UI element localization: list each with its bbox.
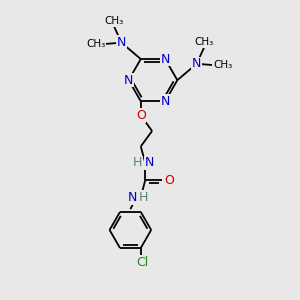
Text: CH₃: CH₃: [213, 60, 232, 70]
Text: N: N: [124, 74, 133, 87]
Text: CH₃: CH₃: [104, 16, 124, 26]
Text: N: N: [192, 57, 201, 70]
Text: H: H: [133, 156, 142, 169]
Text: CH₃: CH₃: [194, 37, 214, 47]
Text: Cl: Cl: [136, 256, 148, 269]
Text: O: O: [136, 109, 146, 122]
Text: N: N: [117, 36, 126, 49]
Text: CH₃: CH₃: [86, 39, 105, 49]
Text: N: N: [128, 191, 137, 204]
Text: N: N: [144, 156, 154, 169]
Text: H: H: [139, 191, 148, 204]
Text: N: N: [160, 95, 170, 108]
Text: N: N: [160, 52, 170, 65]
Text: O: O: [164, 173, 174, 187]
